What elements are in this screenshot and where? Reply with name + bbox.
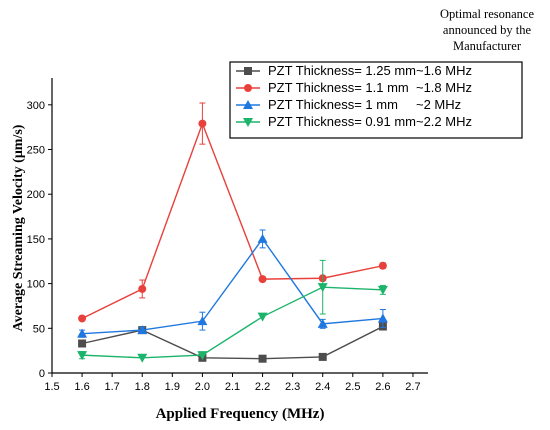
data-point xyxy=(77,351,88,361)
y-tick-label: 50 xyxy=(33,323,45,335)
data-point xyxy=(197,316,208,326)
data-point xyxy=(138,284,147,293)
data-point xyxy=(78,339,87,348)
legend-label: PZT Thickness= 0.91 mm~2.2 MHz xyxy=(268,114,472,129)
x-axis-title: Applied Frequency (MHz) xyxy=(156,406,325,422)
data-point xyxy=(258,275,267,284)
annotation-line-3: Manufacturer xyxy=(453,39,522,53)
data-point xyxy=(377,313,388,323)
series-line-2 xyxy=(81,121,384,320)
legend-label: PZT Thickness= 1 mm ~2 MHz xyxy=(268,97,461,112)
data-point xyxy=(137,325,148,335)
legend-marker xyxy=(243,100,253,109)
y-tick-label: 300 xyxy=(27,100,45,112)
x-tick-label: 1.9 xyxy=(165,381,180,393)
x-tick-label: 2.7 xyxy=(405,381,420,393)
data-point xyxy=(197,351,208,361)
y-tick-label: 150 xyxy=(27,234,45,246)
series-line-4 xyxy=(82,286,383,359)
series-line-1 xyxy=(81,325,384,360)
y-tick-label: 250 xyxy=(27,145,45,157)
data-point xyxy=(78,314,87,323)
y-tick-label: 100 xyxy=(27,279,45,291)
x-tick-label: 2.4 xyxy=(315,381,330,393)
data-point xyxy=(137,353,148,363)
legend-marker xyxy=(243,118,253,127)
x-tick-label: 1.7 xyxy=(105,381,120,393)
plot-area: 1.5 1.6 1.7 1.8 1.9 2.0 2.1 2.2 2.3 2.4 2.5 2.6 2.7 0… xyxy=(27,61,523,393)
y-tick-label: 200 xyxy=(27,189,45,201)
data-point xyxy=(258,354,267,363)
legend-label: PZT Thickness= 1.1 mm ~1.8 MHz xyxy=(268,80,472,95)
data-point xyxy=(257,312,268,322)
x-tick-label: 2.0 xyxy=(195,381,210,393)
annotation-line-1: Optimal resonance xyxy=(440,7,535,21)
x-tick-label: 2.2 xyxy=(255,381,270,393)
x-tick-label: 2.3 xyxy=(285,381,300,393)
legend-box xyxy=(229,61,523,139)
x-tick-label: 2.5 xyxy=(345,381,360,393)
series-line-3 xyxy=(82,237,383,335)
legend-label: PZT Thickness= 1.25 mm~1.6 MHz xyxy=(268,63,472,78)
x-tick-label: 2.6 xyxy=(375,381,390,393)
legend-marker xyxy=(244,84,252,92)
data-point xyxy=(318,352,327,361)
x-tick-label: 2.1 xyxy=(225,381,240,393)
y-axis-title: Average Streaming Velocity (μm/s) xyxy=(11,124,26,331)
data-point xyxy=(77,328,88,338)
data-point xyxy=(317,283,328,293)
annotation-line-2: announced by the xyxy=(443,23,532,37)
x-tick-label: 1.5 xyxy=(44,381,59,393)
legend-marker xyxy=(244,67,252,75)
data-point xyxy=(377,285,388,295)
x-tick-label: 1.6 xyxy=(74,381,89,393)
data-point xyxy=(317,318,328,328)
data-point xyxy=(198,119,207,128)
data-point xyxy=(257,233,268,243)
y-tick-label: 0 xyxy=(39,368,45,380)
data-point xyxy=(378,261,387,270)
x-tick-label: 1.8 xyxy=(135,381,150,393)
